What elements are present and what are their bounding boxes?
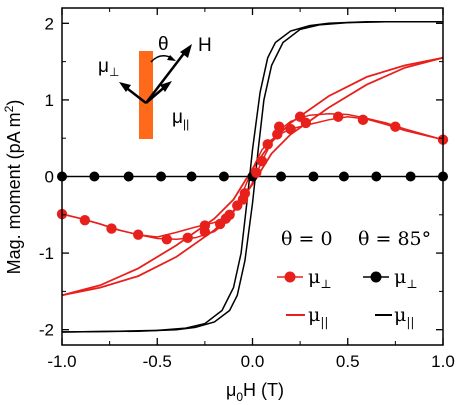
legend-black-perp-marker bbox=[370, 271, 382, 283]
red-perp-point-4 bbox=[161, 234, 172, 245]
red-perp-point-23 bbox=[256, 155, 268, 167]
red-perp-point-20 bbox=[199, 220, 211, 231]
inset-mu-par: μ|| bbox=[172, 107, 189, 131]
h-arrow bbox=[145, 51, 186, 104]
red-perp-point-2 bbox=[106, 223, 117, 234]
x-tick-label-3: 0.5 bbox=[336, 352, 360, 371]
inset-mu-par-sub: || bbox=[183, 117, 189, 131]
black-perp-point-5 bbox=[218, 171, 229, 182]
legend-col1-title: θ = 0 bbox=[281, 228, 333, 250]
legend-red-par-label: μ|| bbox=[308, 304, 328, 329]
black-perp-point-3 bbox=[156, 171, 167, 182]
inset-mu-perp: μ⊥ bbox=[98, 56, 119, 79]
legend-black-par-label: μ|| bbox=[394, 304, 414, 329]
y-tick-label-3: 1 bbox=[45, 91, 54, 110]
y-axis-label: Mag. moment (pA m2) bbox=[2, 100, 24, 275]
legend-black-perp-label: μ⊥ bbox=[394, 266, 418, 291]
red-perp-point-24 bbox=[273, 121, 285, 132]
red-perp-point-3 bbox=[133, 229, 144, 240]
red-perp-point-21 bbox=[220, 213, 232, 224]
x-axis-label: μ0H (T) bbox=[226, 380, 284, 404]
series-layer bbox=[56, 21, 449, 333]
red-perp-point-25 bbox=[294, 111, 306, 122]
legend-red-perp-marker bbox=[284, 271, 296, 283]
red-perp-point-14 bbox=[285, 123, 296, 135]
x-tick-label-4: 1.0 bbox=[431, 352, 455, 371]
y-tick-label-0: -2 bbox=[39, 321, 54, 340]
black-perp-point-4 bbox=[186, 171, 197, 182]
legend-col2-title: θ = 85° bbox=[358, 228, 431, 250]
x-axis-label-rest: H (T) bbox=[243, 380, 284, 400]
black-perp-point-8 bbox=[308, 171, 319, 182]
black-perp-point-9 bbox=[338, 171, 349, 182]
black-perp-point-2 bbox=[123, 171, 134, 182]
y-axis-label-end: ) bbox=[4, 100, 24, 106]
inset-schematic: θ H μ⊥ μ|| bbox=[98, 34, 212, 139]
red-perp-point-12 bbox=[262, 139, 273, 150]
red-perp-point-1 bbox=[79, 214, 91, 226]
sample-bar bbox=[139, 51, 153, 139]
legend-black-par-sub: || bbox=[406, 315, 414, 329]
black-perp-point-10 bbox=[371, 171, 382, 182]
legend: θ = 0 θ = 85° μ⊥ μ⊥ μ|| μ|| bbox=[277, 228, 431, 329]
inset-mu-perp-sub: ⊥ bbox=[109, 65, 119, 79]
tick-labels: -1.0 -0.5 0.0 0.5 1.0 -2 -1 0 1 2 bbox=[39, 14, 455, 371]
red-perp-point-16 bbox=[333, 111, 344, 122]
theta-arc-head bbox=[167, 55, 176, 61]
red-perp-point-11 bbox=[251, 167, 262, 178]
red-perp-point-18 bbox=[390, 121, 401, 132]
x-tick-label-1: -0.5 bbox=[143, 352, 172, 371]
red-perp-point-5 bbox=[182, 232, 193, 243]
y-tick-label-1: -1 bbox=[39, 244, 54, 263]
y-axis-label-sup: 2 bbox=[2, 105, 16, 112]
legend-red-perp-sub: ⊥ bbox=[320, 277, 331, 291]
inset-theta: θ bbox=[158, 34, 169, 55]
x-axis-label-sub: 0 bbox=[236, 390, 243, 404]
red-perp-point-17 bbox=[357, 114, 369, 126]
y-tick-label-2: 0 bbox=[45, 168, 54, 187]
black-perp-point-11 bbox=[405, 171, 416, 182]
red-perp-point-22 bbox=[237, 194, 249, 205]
legend-red-par-sub: || bbox=[320, 315, 328, 329]
h-arrow-head bbox=[180, 44, 192, 58]
legend-red-perp-label: μ⊥ bbox=[308, 266, 332, 291]
black-perp-point-7 bbox=[276, 171, 287, 182]
par-arrow-head bbox=[160, 81, 172, 92]
legend-black-perp-sub: ⊥ bbox=[406, 277, 417, 291]
black-perp-point-1 bbox=[89, 171, 100, 182]
axes bbox=[61, 7, 444, 346]
x-tick-label-2: 0.0 bbox=[241, 352, 265, 371]
perp-arrow-head bbox=[119, 82, 131, 92]
inset-h: H bbox=[198, 35, 212, 56]
x-tick-label-0: -1.0 bbox=[47, 352, 76, 371]
y-tick-label-4: 2 bbox=[45, 14, 54, 33]
